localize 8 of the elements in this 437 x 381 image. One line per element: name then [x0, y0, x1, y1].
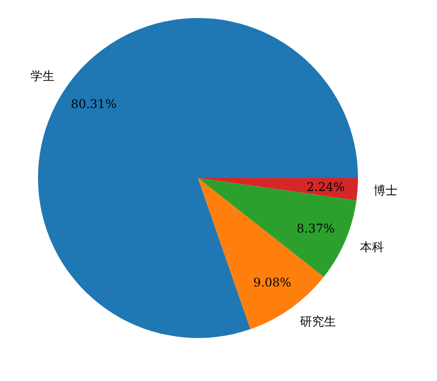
data-label: 2.24%: [306, 180, 345, 194]
slice-label: 学生: [30, 68, 55, 83]
data-label: 8.37%: [296, 221, 335, 236]
slice-label: 博士: [374, 183, 398, 198]
slice-label: 研究生: [300, 314, 336, 328]
slice-label: 本科: [360, 240, 384, 254]
data-label: 9.08%: [253, 275, 292, 290]
data-label: 80.31%: [70, 96, 117, 111]
